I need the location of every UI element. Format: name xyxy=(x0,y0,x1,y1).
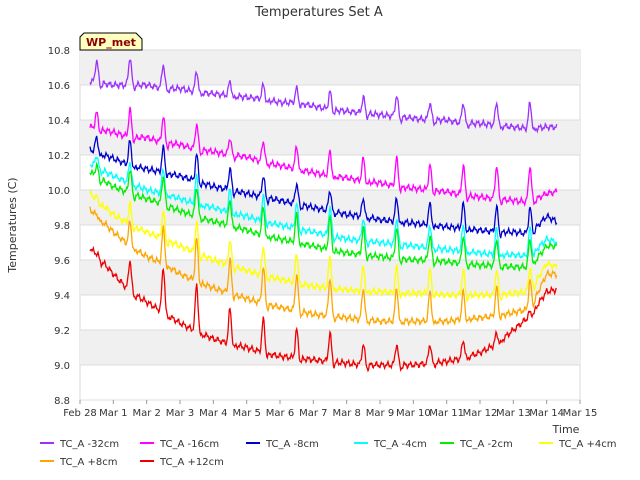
series-line xyxy=(89,206,558,327)
y-tick-label: 8.8 xyxy=(54,396,70,407)
grid-band xyxy=(80,50,580,85)
series-line xyxy=(89,156,558,261)
x-tick-label: Mar 13 xyxy=(496,408,531,419)
y-tick-label: 10.0 xyxy=(48,186,70,197)
chart-title: Temperatures Set A xyxy=(254,5,383,20)
y-tick-label: 9.0 xyxy=(54,361,70,372)
series-line xyxy=(89,189,558,302)
y-axis-label: Temperatures (C) xyxy=(6,177,19,273)
y-tick-label: 10.6 xyxy=(48,81,70,92)
x-tick-label: Mar 6 xyxy=(266,408,294,419)
x-tick-label: Mar 3 xyxy=(166,408,194,419)
legend-label: TC_A -32cm xyxy=(59,439,119,450)
legend-label: TC_A +8cm xyxy=(59,457,118,468)
station-badge: WP_met xyxy=(79,32,143,51)
legend-label: TC_A +4cm xyxy=(558,439,617,450)
y-tick-label: 10.8 xyxy=(48,46,70,57)
series-line xyxy=(89,59,558,134)
legend: TC_A -32cm TC_A -16cm TC_A -8cm TC_A -4cm TC… xyxy=(40,439,617,468)
series-line xyxy=(89,245,557,373)
x-tick-label: Mar 10 xyxy=(396,408,431,419)
y-axis-ticks: 8.8 9.0 9.2 9.4 9.6 9.8 10.0 10.2 10.4 10.6 10.8 xyxy=(48,46,70,407)
y-tick-label: 9.2 xyxy=(54,326,70,337)
x-tick-label: Mar 1 xyxy=(99,408,127,419)
x-tick-label: Mar 14 xyxy=(529,408,564,419)
y-tick-label: 9.4 xyxy=(54,291,70,302)
x-tick-label: Mar 7 xyxy=(299,408,327,419)
legend-label: TC_A +12cm xyxy=(159,457,224,468)
series-layer xyxy=(89,59,558,373)
x-tick-label: Mar 12 xyxy=(463,408,498,419)
x-tick-label: Mar 11 xyxy=(429,408,464,419)
x-tick-label: Mar 8 xyxy=(332,408,360,419)
series-line xyxy=(89,135,558,239)
x-tick-label: Mar 4 xyxy=(199,408,227,419)
legend-label: TC_A -2cm xyxy=(459,439,513,450)
legend-label: TC_A -16cm xyxy=(159,439,219,450)
y-tick-label: 9.6 xyxy=(54,256,70,267)
x-tick-label: Mar 2 xyxy=(132,408,160,419)
y-tick-label: 10.2 xyxy=(48,151,70,162)
x-tick-label: Feb 28 xyxy=(63,408,97,419)
x-tick-label: Mar 5 xyxy=(232,408,260,419)
series-line xyxy=(89,161,558,273)
x-axis-label: Time xyxy=(552,423,580,436)
x-axis-ticks: Feb 28 Mar 1 Mar 2 Mar 3 Mar 4 Mar 5 Mar 6 Mar … xyxy=(63,400,597,419)
y-tick-label: 10.4 xyxy=(48,116,70,127)
legend-label: TC_A -4cm xyxy=(373,439,427,450)
x-tick-label: Mar 9 xyxy=(366,408,394,419)
y-tick-label: 9.8 xyxy=(54,221,70,232)
x-tick-label: Mar 15 xyxy=(563,408,598,419)
series-line xyxy=(89,106,558,208)
station-label: WP_met xyxy=(86,36,136,49)
legend-label: TC_A -8cm xyxy=(265,439,319,450)
